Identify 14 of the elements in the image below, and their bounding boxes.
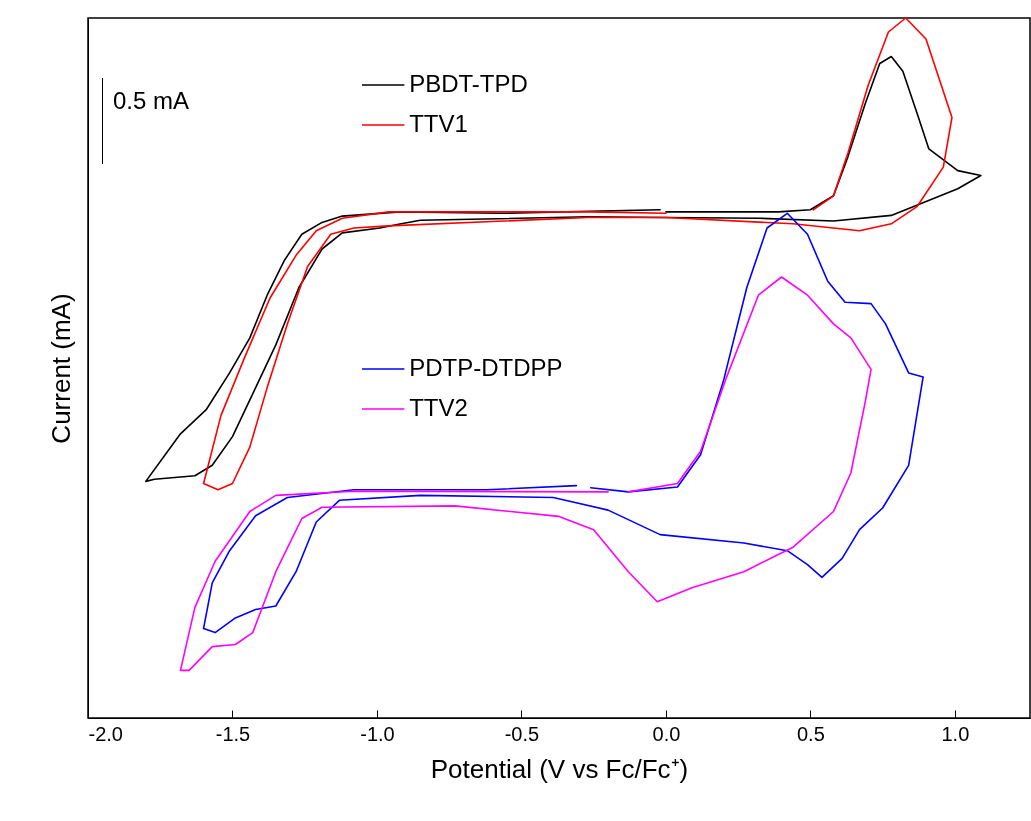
x-tick-label: 0.5: [796, 722, 825, 745]
legend-label: TTV2: [409, 394, 468, 421]
x-tick-label: 0.0: [652, 722, 681, 745]
x-tick-label: -2.0: [88, 722, 123, 745]
legend-label: PBDT-TPD: [409, 70, 528, 97]
x-tick-label: -1.0: [360, 722, 395, 745]
x-axis-title: Potential (V vs Fc/Fc⁺): [430, 753, 689, 784]
legend-label: PDTP-DTDPP: [409, 354, 563, 381]
annotation: 0.5 mA: [113, 87, 190, 115]
y-axis-title: Current (mA): [45, 293, 76, 444]
x-tick-label: -1.5: [215, 722, 251, 745]
legend-label: TTV1: [409, 110, 468, 137]
x-tick-label: -0.5: [504, 722, 540, 745]
x-tick-label: 1.0: [941, 722, 970, 745]
